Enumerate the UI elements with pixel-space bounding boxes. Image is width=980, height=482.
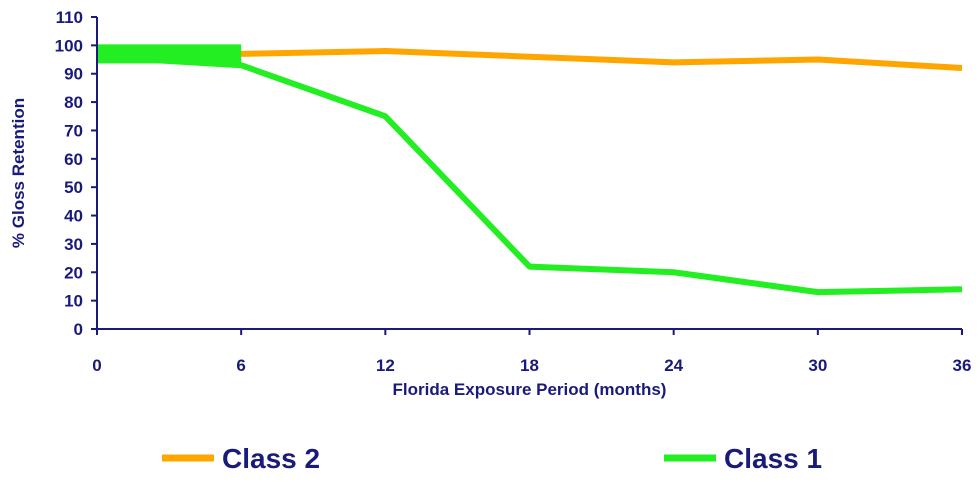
legend-label: Class 2 (222, 443, 320, 474)
x-axis-ticks: 0 6 12 18 24 30 36 (92, 329, 971, 375)
legend-label: Class 1 (724, 443, 822, 474)
y-axis-ticks: 0 10 20 30 40 50 60 70 80 90 100 110 (55, 8, 97, 339)
x-axis-title: Florida Exposure Period (months) (393, 380, 667, 399)
y-tick-label: 40 (64, 207, 83, 226)
x-tick-label: 24 (664, 356, 683, 375)
series-line-class-1 (96, 53, 963, 296)
y-tick-label: 0 (74, 320, 83, 339)
x-tick-label: 30 (808, 356, 827, 375)
x-tick-label: 0 (92, 356, 101, 375)
y-tick-label: 50 (64, 178, 83, 197)
y-tick-label: 20 (64, 263, 83, 282)
series-band-class-1 (97, 44, 242, 64)
axes (96, 17, 962, 330)
y-tick-label: 110 (56, 8, 83, 27)
series-layer (96, 44, 963, 296)
y-tick-label: 60 (64, 150, 83, 169)
y-tick-label: 80 (64, 93, 83, 112)
y-tick-label: 70 (64, 121, 83, 140)
x-tick-label: 18 (520, 356, 539, 375)
x-tick-label: 12 (376, 356, 395, 375)
y-tick-label: 30 (64, 235, 83, 254)
y-tick-label: 90 (64, 65, 83, 84)
x-tick-label: 6 (236, 356, 245, 375)
y-axis-title: % Gloss Retention (9, 98, 28, 248)
y-tick-label: 10 (64, 292, 83, 311)
legend: Class 2 Class 1 (162, 443, 822, 474)
x-tick-label: 36 (953, 356, 972, 375)
y-tick-label: 100 (55, 36, 83, 55)
